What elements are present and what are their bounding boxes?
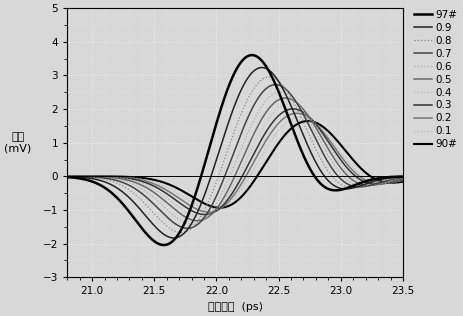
Y-axis label: 振幅
(mV): 振幅 (mV) (4, 132, 31, 154)
Legend: 97#, 0.9, 0.8, 0.7, 0.6, 0.5, 0.4, 0.3, 0.2, 0.1, 90#: 97#, 0.9, 0.8, 0.7, 0.6, 0.5, 0.4, 0.3, … (411, 8, 459, 151)
X-axis label: 时间延迟  (ps): 时间延迟 (ps) (207, 302, 262, 312)
